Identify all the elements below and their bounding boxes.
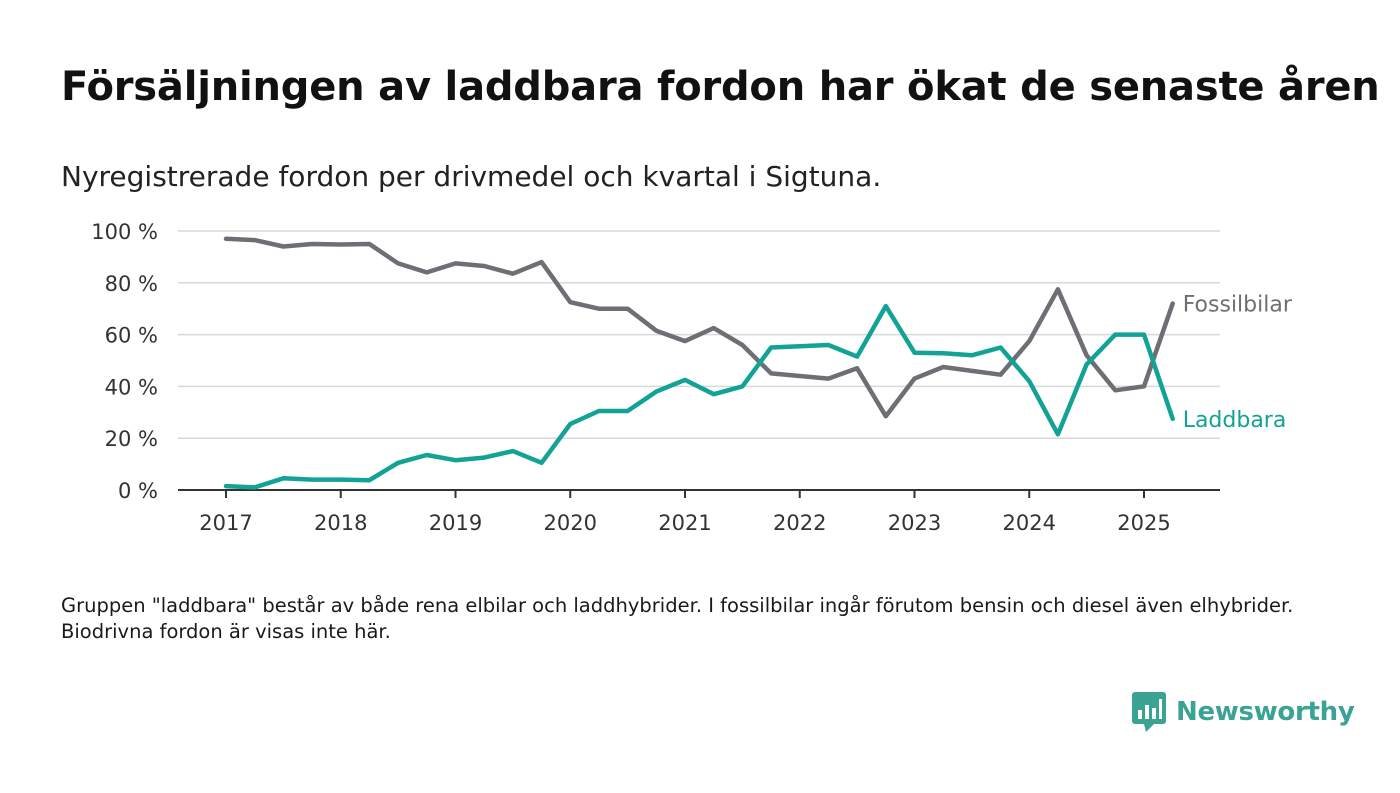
- y-tick-label: 20 %: [105, 427, 158, 451]
- newsworthy-logo-text: Newsworthy: [1176, 697, 1355, 727]
- y-axis-tick-labels: 0 % 20 % 40 % 60 % 80 % 100 %: [91, 220, 158, 503]
- chart-title: Försäljningen av laddbara fordon har öka…: [61, 64, 1380, 110]
- newsworthy-logo[interactable]: Newsworthy: [1132, 692, 1355, 732]
- series-line-laddbara: [223, 303, 1175, 490]
- x-tick-label: 2018: [314, 511, 367, 535]
- newsworthy-logo-icon: [1132, 692, 1166, 732]
- series-labels: Fossilbilar Laddbara: [1183, 293, 1293, 433]
- x-tick-label: 2020: [544, 511, 597, 535]
- x-tick-label: 2024: [1003, 511, 1056, 535]
- series-label-laddbara: Laddbara: [1183, 408, 1287, 433]
- series-line-fossilbilar: [223, 236, 1175, 419]
- x-tick-label: 2019: [429, 511, 482, 535]
- y-tick-label: 0 %: [118, 479, 158, 503]
- footnote: Gruppen "laddbara" består av både rena e…: [61, 594, 1294, 643]
- series-label-fossilbilar: Fossilbilar: [1183, 293, 1293, 318]
- x-tick-label: 2025: [1117, 511, 1170, 535]
- x-tick-label: 2017: [199, 511, 252, 535]
- y-tick-label: 80 %: [105, 272, 158, 296]
- chart-subtitle: Nyregistrerade fordon per drivmedel och …: [61, 160, 882, 193]
- series-lines: [223, 236, 1175, 490]
- y-tick-label: 100 %: [91, 220, 158, 244]
- x-tick-label: 2022: [773, 511, 826, 535]
- x-axis-tick-labels: 2017 2018 2019 2020 2021 2022 2023 2024 2025: [199, 511, 1170, 535]
- y-tick-label: 40 %: [105, 375, 158, 399]
- x-tick-label: 2023: [888, 511, 941, 535]
- x-tick-label: 2021: [658, 511, 711, 535]
- line-chart: 0 % 20 % 40 % 60 % 80 % 100 % 2017 2018 2019 202…: [91, 220, 1293, 535]
- x-axis: [178, 489, 1220, 498]
- y-tick-label: 60 %: [105, 324, 158, 348]
